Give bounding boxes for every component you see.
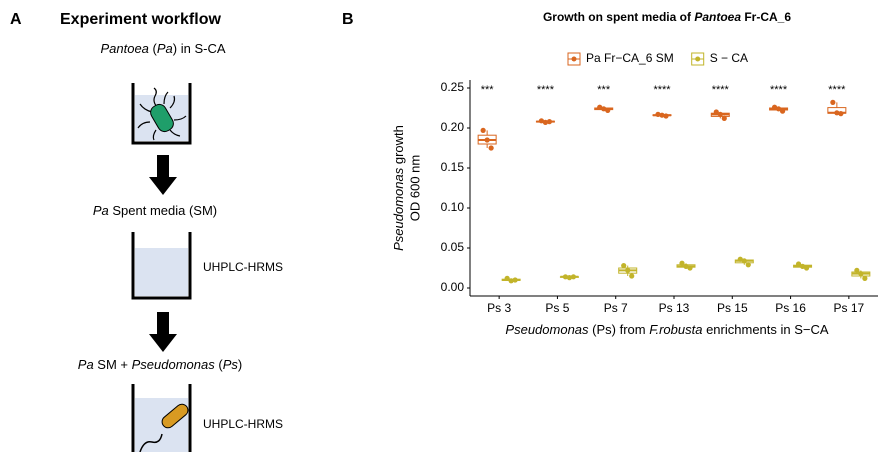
x-tick-label: Ps 17: [834, 301, 865, 315]
method-label: UHPLC-HRMS: [203, 417, 283, 431]
point: [838, 111, 843, 116]
significance-label: ****: [770, 84, 788, 96]
x-tick-label: Ps 3: [487, 301, 511, 315]
y-tick-label: 0.00: [441, 280, 465, 294]
point: [605, 108, 610, 113]
point: [858, 271, 863, 276]
point: [663, 113, 668, 118]
point: [742, 258, 747, 263]
point: [489, 145, 494, 150]
y-axis-label: Pseudomonas growth: [391, 125, 406, 251]
point: [547, 119, 552, 124]
significance-label: ****: [828, 84, 846, 96]
point: [746, 262, 751, 267]
point: [718, 112, 723, 117]
beaker: [133, 232, 190, 298]
panel-label: A: [10, 11, 22, 28]
step-label: Pa SM + Pseudomonas (Ps): [78, 357, 242, 372]
significance-label: ***: [597, 84, 611, 96]
significance-label: ****: [653, 84, 671, 96]
figure: A Experiment workflow Pantoea (Pa) in S-…: [0, 0, 880, 452]
x-tick-label: Ps 7: [604, 301, 628, 315]
legend-icon: [572, 57, 577, 62]
point: [862, 276, 867, 281]
point: [780, 109, 785, 114]
significance-label: ****: [537, 84, 555, 96]
y-tick-label: 0.25: [441, 80, 465, 94]
x-axis-label: Pseudomonas (Ps) from F.robusta enrichme…: [505, 322, 828, 337]
point: [485, 137, 490, 142]
x-tick-label: Ps 15: [717, 301, 748, 315]
point: [625, 268, 630, 273]
panel-label: B: [342, 11, 354, 28]
step-label: Pa Spent media (SM): [93, 203, 217, 218]
significance-label: ****: [712, 84, 730, 96]
step-label: Pantoea (Pa) in S-CA: [100, 41, 225, 56]
point: [830, 100, 835, 105]
point: [481, 128, 486, 133]
y-tick-label: 0.20: [441, 120, 465, 134]
point: [722, 116, 727, 121]
arrow: [149, 312, 177, 352]
legend-label: S − CA: [710, 51, 748, 65]
beaker: [133, 83, 190, 143]
y-axis-label: OD 600 nm: [407, 155, 422, 221]
legend-label: Pa Fr−CA_6 SM: [586, 51, 674, 65]
panel-title: Experiment workflow: [60, 11, 221, 28]
point: [629, 273, 634, 278]
y-tick-label: 0.15: [441, 160, 465, 174]
y-tick-label: 0.10: [441, 200, 465, 214]
y-tick-label: 0.05: [441, 240, 465, 254]
point: [621, 263, 626, 268]
x-tick-label: Ps 5: [545, 301, 569, 315]
x-tick-label: Ps 16: [775, 301, 806, 315]
point: [804, 265, 809, 270]
significance-label: ***: [481, 84, 495, 96]
legend-icon: [695, 57, 700, 62]
arrow: [149, 155, 177, 195]
point: [513, 277, 518, 282]
point: [571, 274, 576, 279]
beaker: [133, 384, 190, 452]
chart-title: Growth on spent media of Pantoea Fr-CA_6: [543, 10, 791, 24]
x-tick-label: Ps 13: [659, 301, 690, 315]
method-label: UHPLC-HRMS: [203, 260, 283, 274]
point: [687, 265, 692, 270]
